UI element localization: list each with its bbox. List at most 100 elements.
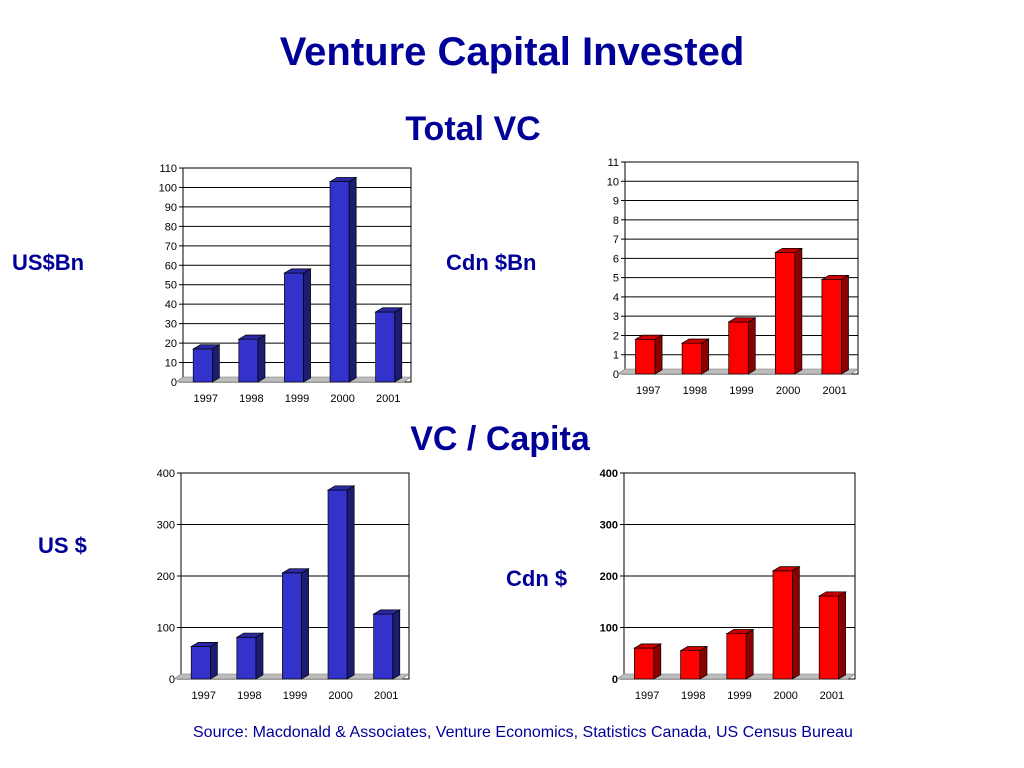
bar-1998 [680, 338, 710, 375]
y-tick-label: 7 [613, 234, 619, 246]
bar-front [192, 348, 213, 383]
x-tick-label: 2000 [773, 690, 797, 702]
bar-front [327, 489, 348, 680]
y-tick-label: 300 [600, 520, 618, 532]
y-tick-label: 100 [600, 623, 618, 635]
bar-top [374, 307, 404, 313]
bar-front [329, 181, 350, 383]
bar-front [284, 272, 304, 383]
y-tick-label: 0 [612, 674, 618, 686]
bar-1997 [634, 334, 664, 375]
bar-top [771, 566, 801, 572]
bar-1997 [191, 344, 221, 383]
y-tick-label: 20 [165, 338, 177, 350]
y-tick-label: 10 [165, 358, 177, 370]
y-tick-label: 1 [613, 350, 619, 362]
bar-top [680, 338, 710, 344]
chart-floor-top [175, 376, 412, 383]
y-tick-label: 100 [157, 623, 175, 635]
bar-front [635, 338, 656, 375]
x-tick-label: 1999 [727, 690, 751, 702]
x-tick-label: 2000 [776, 385, 800, 397]
bar-1999 [727, 317, 757, 375]
bar-1998 [235, 632, 265, 680]
bar-side [841, 274, 849, 375]
x-tick-label: 2001 [820, 690, 844, 702]
bar-top [679, 646, 709, 652]
y-tick-label: 60 [165, 260, 177, 272]
bar-side [212, 344, 220, 383]
bar-top [725, 629, 755, 635]
bar-front [190, 646, 211, 680]
bar-side [699, 645, 708, 680]
bar-top [727, 317, 757, 323]
x-tick-label: 2000 [330, 393, 354, 405]
bar-2000 [774, 247, 804, 375]
x-tick-label: 1999 [729, 385, 753, 397]
chart-floor-top [173, 673, 410, 680]
bar-top [774, 248, 804, 253]
bar-1997 [189, 641, 219, 680]
y-tick-label: 110 [159, 163, 177, 175]
x-tick-label: 1997 [636, 385, 660, 397]
bar-front [821, 279, 842, 375]
us-capita-side-label: US $ [38, 533, 87, 558]
y-tick-label: 400 [157, 468, 175, 480]
bar-top [820, 275, 850, 280]
bar-side [653, 643, 662, 680]
y-tick-label: 200 [600, 571, 618, 583]
y-tick-label: 0 [169, 674, 175, 686]
x-tick-label: 1998 [239, 393, 263, 405]
x-tick-label: 1999 [283, 690, 307, 702]
bar-1999 [725, 628, 755, 680]
y-tick-label: 0 [613, 369, 619, 381]
plot-area [180, 472, 410, 680]
bar-side [701, 338, 710, 375]
x-tick-label: 1999 [285, 393, 309, 405]
bar-top [191, 344, 221, 350]
bar-front [774, 252, 796, 375]
bar-top [328, 177, 358, 182]
bar-top [235, 632, 265, 638]
bar-front [681, 342, 703, 375]
bar-side [747, 317, 756, 375]
bar-2001 [372, 609, 402, 680]
plot-area [182, 167, 412, 383]
bar-side [257, 334, 266, 383]
bar-side [654, 334, 663, 375]
x-tick-label: 2001 [376, 393, 400, 405]
source-note: Source: Macdonald & Associates, Venture … [193, 724, 853, 741]
bar-front [680, 650, 701, 680]
x-tick-label: 2001 [822, 385, 846, 397]
cdn-total-side-label: Cdn $Bn [446, 250, 537, 275]
bar-side [210, 641, 218, 680]
y-tick-label: 4 [613, 292, 619, 304]
bar-front [373, 613, 394, 680]
bar-top [817, 591, 847, 597]
cdn-capita-side-label: Cdn $ [506, 566, 568, 591]
bar-2000 [771, 566, 801, 680]
bar-2001 [820, 274, 850, 375]
chart-floor-top [617, 368, 859, 375]
bar-side [303, 268, 311, 383]
bar-top [372, 609, 402, 615]
y-tick-label: 90 [165, 202, 177, 214]
bar-side [792, 566, 800, 680]
bar-side [745, 628, 754, 680]
bar-1997 [633, 643, 663, 680]
y-tick-label: 10 [607, 176, 619, 188]
x-tick-label: 1998 [681, 690, 705, 702]
bar-front [728, 321, 749, 375]
bar-front [375, 311, 396, 383]
bar-front [282, 572, 302, 680]
bar-1999 [283, 268, 312, 383]
bar-2001 [817, 591, 847, 680]
y-tick-label: 40 [165, 299, 177, 311]
x-tick-label: 2000 [328, 690, 352, 702]
bar-front [726, 633, 747, 680]
y-tick-label: 9 [613, 196, 619, 208]
bar-side [838, 591, 846, 680]
x-tick-label: 1997 [635, 690, 659, 702]
x-tick-label: 1997 [194, 393, 218, 405]
x-tick-label: 2001 [374, 690, 398, 702]
